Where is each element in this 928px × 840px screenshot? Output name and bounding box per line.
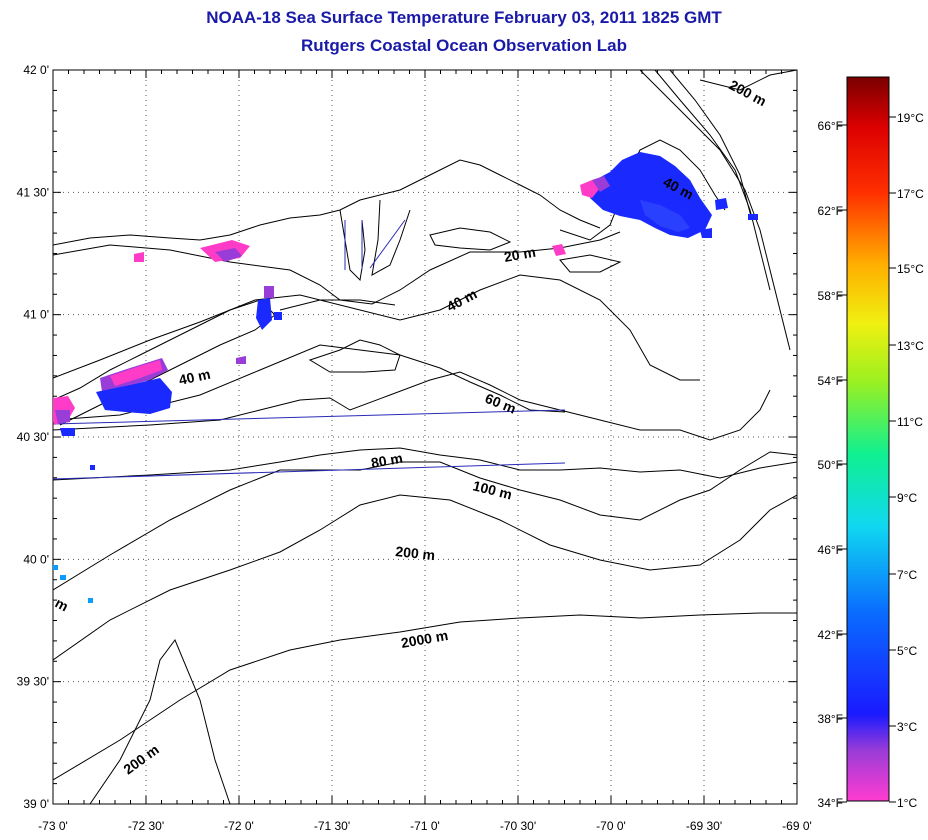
contour-200m [53,494,797,661]
colorbar-f-label: 50°F [818,458,843,472]
contour-label: 20 m [503,244,537,265]
colorbar-f-label: 66°F [818,119,843,133]
colorbar-c-label: 3°C [897,720,917,734]
colorbar-c-label: 7°C [897,568,917,582]
lon-tick-label: -69 30' [686,819,722,833]
colorbar-celsius-labels: 19°C 17°C 15°C 13°C 11°C 9°C 7°C 5°C 3°C 1°C [889,111,924,810]
lon-tick-label: -69 0' [782,819,812,833]
lat-tick-label: 40 0' [23,552,49,566]
lon-tick-label: -71 0' [410,819,440,833]
contour-200m-northeast [639,70,791,351]
contour-40m-north [53,274,700,381]
coastline-nantucket [559,254,622,273]
contour-40m-south [53,344,566,421]
colorbar-f-label: 58°F [818,289,843,303]
lat-tick-label: 40 30' [17,430,49,444]
contour-label: 80 m [370,450,404,471]
lon-tick-label: -71 30' [314,819,350,833]
colorbar-c-label: 1°C [897,796,917,810]
colorbar-c-label: 13°C [897,339,924,353]
coastline-martha-vineyard [429,227,512,251]
colorbar-c-label: 19°C [897,111,924,125]
bathymetry-contours [53,70,797,804]
map-title: NOAA-18 Sea Surface Temperature February… [206,8,722,27]
contour-100m [53,451,797,591]
coastline-connecticut-shore [53,159,601,246]
contour-label: 40 m [177,366,212,388]
colorbar-c-label: 5°C [897,644,917,658]
coastline-narragansett [339,199,411,282]
colorbar-fahrenheit-labels: 66°F 62°F 58°F 54°F 50°F 46°F 42°F 38°F 34°F [818,119,847,810]
contour-60m [53,371,771,441]
lat-tick-label: 41 30' [17,185,49,199]
lat-tick-label: 41 0' [23,308,49,322]
lon-tick-label: -70 30' [500,819,536,833]
colorbar-c-label: 11°C [897,415,923,429]
colorbar-f-label: 62°F [818,204,843,218]
colorbar-c-label: 17°C [897,187,924,201]
lon-tick-label: -73 0' [38,819,68,833]
axis-ticks: 42 0' 41 30' 41 0' 40 30' 40 0' 39 30' 39 0' -7… [17,63,812,833]
contour-80m [53,447,797,481]
lat-tick-label: 39 30' [17,675,49,689]
colorbar-c-label: 9°C [897,491,917,505]
colorbar-f-label: 42°F [818,628,843,642]
colorbar-f-label: 54°F [818,374,843,388]
lon-tick-label: -72 0' [224,819,254,833]
colorbar [846,76,890,802]
lat-tick-label: 39 0' [23,797,49,811]
contour-label: 200 m [395,543,436,563]
map-subtitle: Rutgers Coastal Ocean Observation Lab [301,36,627,55]
lon-tick-label: -70 0' [596,819,626,833]
swath-edge-lines [53,219,566,480]
colorbar-f-label: 46°F [818,543,843,557]
contour-20m [53,231,621,305]
lat-tick-label: 42 0' [23,63,49,77]
coastline-block-island [308,339,401,373]
lon-tick-label: -72 30' [128,819,164,833]
contour-200m-canyon [89,639,231,804]
contour-2000m [53,612,797,781]
sst-pixels [53,152,758,603]
colorbar-f-label: 38°F [818,712,843,726]
colorbar-c-label: 15°C [897,262,924,276]
colorbar-f-label: 34°F [818,796,843,810]
coastline-cape-cod [559,139,726,241]
